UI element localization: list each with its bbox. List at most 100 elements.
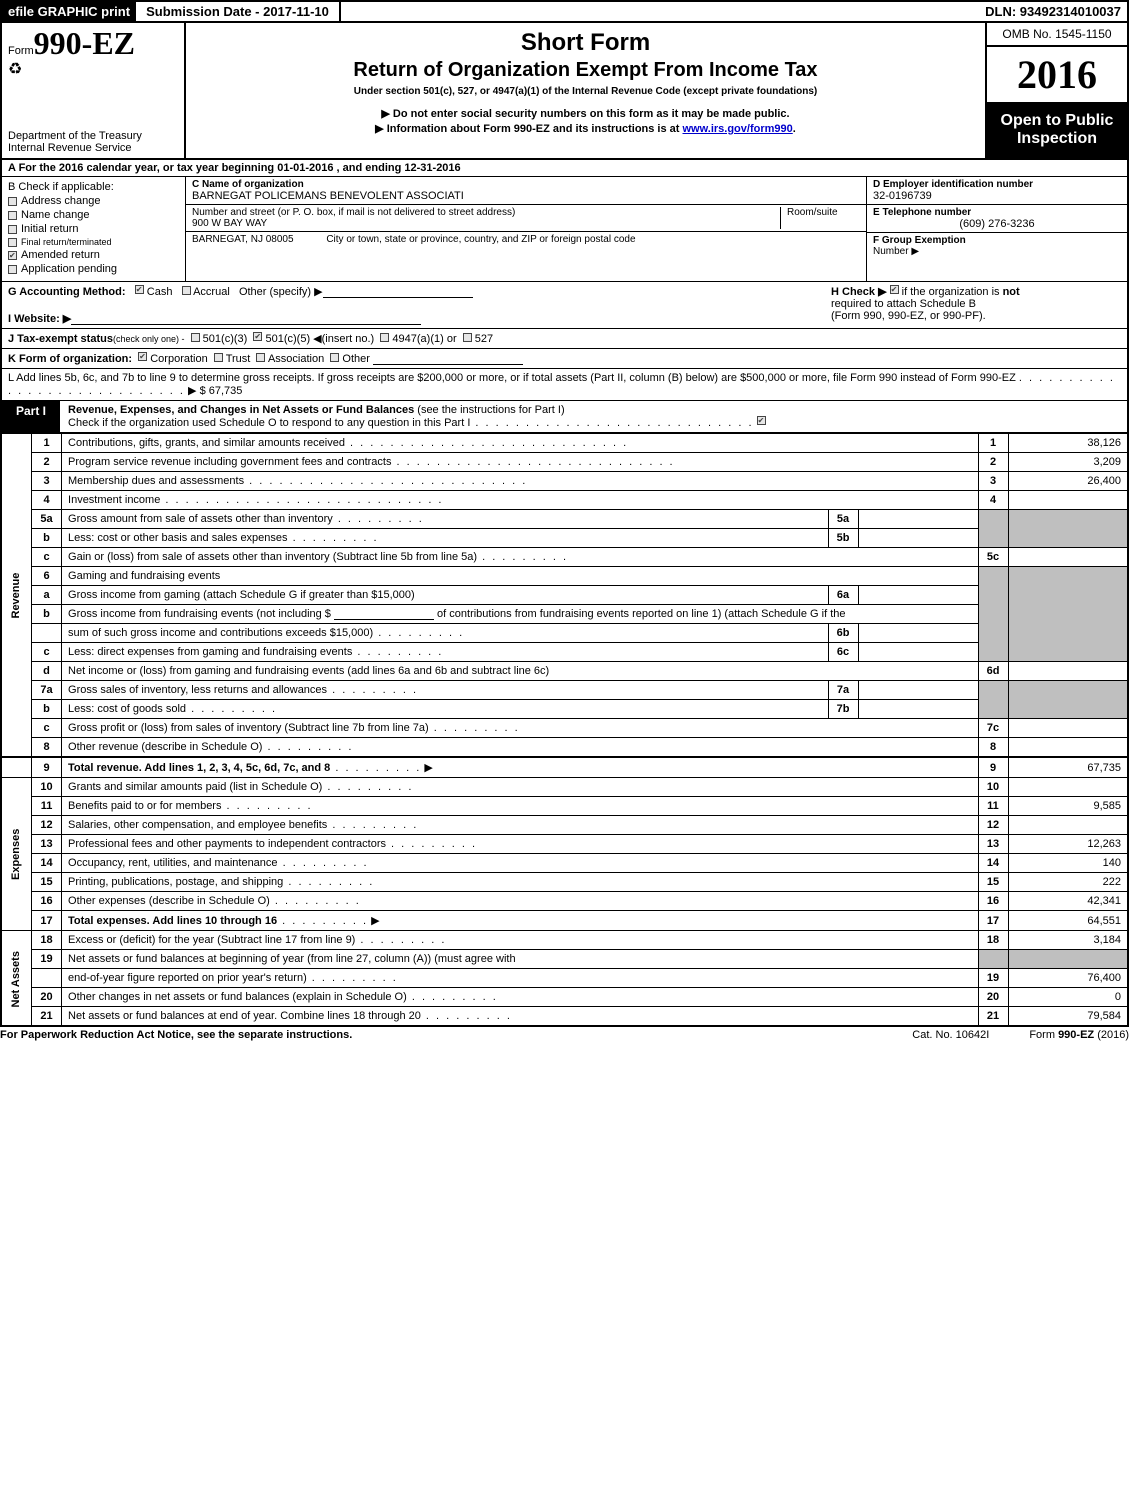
sub-line-num: 5a bbox=[828, 510, 858, 529]
checkbox-icon[interactable] bbox=[380, 333, 389, 342]
checkbox-icon[interactable] bbox=[138, 352, 147, 361]
under-section-text: Under section 501(c), 527, or 4947(a)(1)… bbox=[196, 86, 975, 97]
line-text: Gross income from fundraising events (no… bbox=[68, 608, 331, 620]
section-netassets-label: Net Assets bbox=[1, 931, 32, 1027]
part1-badge: Part I bbox=[2, 401, 60, 432]
checkbox-icon[interactable] bbox=[463, 333, 472, 342]
line-amount: 9,585 bbox=[1008, 797, 1128, 816]
check-address-change[interactable]: Address change bbox=[8, 195, 179, 207]
checkbox-icon[interactable] bbox=[182, 286, 191, 295]
box-f: F Group Exemption Number ▶ bbox=[867, 233, 1127, 259]
table-row: Net Assets 18 Excess or (deficit) for th… bbox=[1, 931, 1128, 950]
sub-line-amt bbox=[858, 529, 978, 548]
irs-link[interactable]: www.irs.gov/form990 bbox=[683, 123, 793, 135]
g-other-input[interactable] bbox=[323, 287, 473, 298]
row-g: G Accounting Method: Cash Accrual Other … bbox=[8, 285, 821, 325]
line-num: 8 bbox=[32, 738, 62, 758]
line-desc: Contributions, gifts, grants, and simila… bbox=[62, 434, 978, 453]
table-row: 2 Program service revenue including gove… bbox=[1, 453, 1128, 472]
part1-title-wrap: Revenue, Expenses, and Changes in Net As… bbox=[60, 401, 1127, 432]
table-row: 5a Gross amount from sale of assets othe… bbox=[1, 510, 1128, 529]
checkbox-icon[interactable] bbox=[135, 285, 144, 294]
row-a-mid: , and ending bbox=[337, 162, 405, 174]
checkbox-icon[interactable] bbox=[253, 332, 262, 341]
line-text: end-of-year figure reported on prior yea… bbox=[68, 972, 398, 984]
line-text: Investment income bbox=[68, 494, 443, 506]
fundraising-amount-input[interactable] bbox=[334, 609, 434, 620]
side-line-num: 19 bbox=[978, 969, 1008, 988]
j-501c3: 501(c)(3) bbox=[203, 333, 248, 345]
line-num: b bbox=[32, 529, 62, 548]
box-c: C Name of organization BARNEGAT POLICEMA… bbox=[186, 177, 867, 281]
sub-line-num: 7b bbox=[828, 700, 858, 719]
side-line-num: 2 bbox=[978, 453, 1008, 472]
checkbox-icon[interactable] bbox=[757, 416, 766, 425]
k-label: K Form of organization: bbox=[8, 353, 132, 365]
line-text: Gross income from gaming (attach Schedul… bbox=[68, 589, 415, 601]
grey-cell bbox=[1008, 567, 1128, 662]
checkbox-icon bbox=[8, 265, 17, 274]
line-num: 19 bbox=[32, 950, 62, 969]
table-row: end-of-year figure reported on prior yea… bbox=[1, 969, 1128, 988]
h-text1: if the organization is bbox=[902, 286, 1000, 298]
line-num: 7a bbox=[32, 681, 62, 700]
ein-label: D Employer identification number bbox=[873, 179, 1121, 190]
form-word: Form bbox=[8, 45, 34, 57]
row-a-end: 12-31-2016 bbox=[404, 162, 460, 174]
line-num: 18 bbox=[32, 931, 62, 950]
efile-label: efile GRAPHIC print bbox=[2, 2, 136, 21]
checkbox-icon[interactable] bbox=[214, 353, 223, 362]
line-amount: 0 bbox=[1008, 988, 1128, 1007]
checkbox-icon[interactable] bbox=[330, 353, 339, 362]
checkbox-icon[interactable] bbox=[890, 285, 899, 294]
table-row: 17 Total expenses. Add lines 10 through … bbox=[1, 911, 1128, 931]
checkbox-icon bbox=[8, 238, 17, 247]
line-num: b bbox=[32, 700, 62, 719]
line-amount: 42,341 bbox=[1008, 892, 1128, 911]
line-amount bbox=[1008, 491, 1128, 510]
line-num: b bbox=[32, 605, 62, 624]
check-initial-return[interactable]: Initial return bbox=[8, 223, 179, 235]
box-def: D Employer identification number 32-0196… bbox=[867, 177, 1127, 281]
line-num: 2 bbox=[32, 453, 62, 472]
sub-line-num: 5b bbox=[828, 529, 858, 548]
side-line-num: 14 bbox=[978, 854, 1008, 873]
sub-line-num: 7a bbox=[828, 681, 858, 700]
i-website-input[interactable] bbox=[71, 314, 421, 325]
k-other-input[interactable] bbox=[373, 354, 523, 365]
part1-header: Part I Revenue, Expenses, and Changes in… bbox=[0, 401, 1129, 433]
directive-info-suffix: . bbox=[793, 123, 796, 135]
side-line-num: 18 bbox=[978, 931, 1008, 950]
row-a-label: A For the 2016 calendar year, or tax yea… bbox=[8, 162, 277, 174]
footer-form: Form 990-EZ (2016) bbox=[1029, 1029, 1129, 1041]
table-row: Expenses 10 Grants and similar amounts p… bbox=[1, 778, 1128, 797]
table-row: 3 Membership dues and assessments 3 26,4… bbox=[1, 472, 1128, 491]
check-name-change[interactable]: Name change bbox=[8, 209, 179, 221]
side-line-num: 20 bbox=[978, 988, 1008, 1007]
check-final-return[interactable]: Final return/terminated bbox=[8, 237, 179, 247]
dept-line1: Department of the Treasury bbox=[8, 130, 178, 142]
org-name-value: BARNEGAT POLICEMANS BENEVOLENT ASSOCIATI bbox=[192, 190, 860, 202]
phone-value: (609) 276-3236 bbox=[873, 218, 1121, 230]
line-num: 3 bbox=[32, 472, 62, 491]
line-text: Other expenses (describe in Schedule O) bbox=[68, 895, 361, 907]
checkbox-icon[interactable] bbox=[191, 333, 200, 342]
footer-prefix: Form bbox=[1029, 1029, 1058, 1041]
line-text: Program service revenue including govern… bbox=[68, 456, 675, 468]
part1-title: Revenue, Expenses, and Changes in Net As… bbox=[68, 404, 414, 416]
line-amount: 38,126 bbox=[1008, 434, 1128, 453]
j-sub: (check only one) - bbox=[113, 334, 185, 344]
table-row: c Less: direct expenses from gaming and … bbox=[1, 643, 1128, 662]
tax-year: 2016 bbox=[987, 47, 1127, 102]
dln-number: DLN: 93492314010037 bbox=[979, 2, 1127, 21]
check-label: Address change bbox=[21, 195, 101, 207]
checkbox-icon[interactable] bbox=[256, 353, 265, 362]
check-amended-return[interactable]: Amended return bbox=[8, 249, 179, 261]
grey-cell bbox=[978, 567, 1008, 662]
line-text: sum of such gross income and contributio… bbox=[68, 627, 464, 639]
table-row: c Gain or (loss) from sale of assets oth… bbox=[1, 548, 1128, 567]
side-line-num: 6d bbox=[978, 662, 1008, 681]
check-application-pending[interactable]: Application pending bbox=[8, 263, 179, 275]
line-num bbox=[32, 969, 62, 988]
side-line-num: 15 bbox=[978, 873, 1008, 892]
